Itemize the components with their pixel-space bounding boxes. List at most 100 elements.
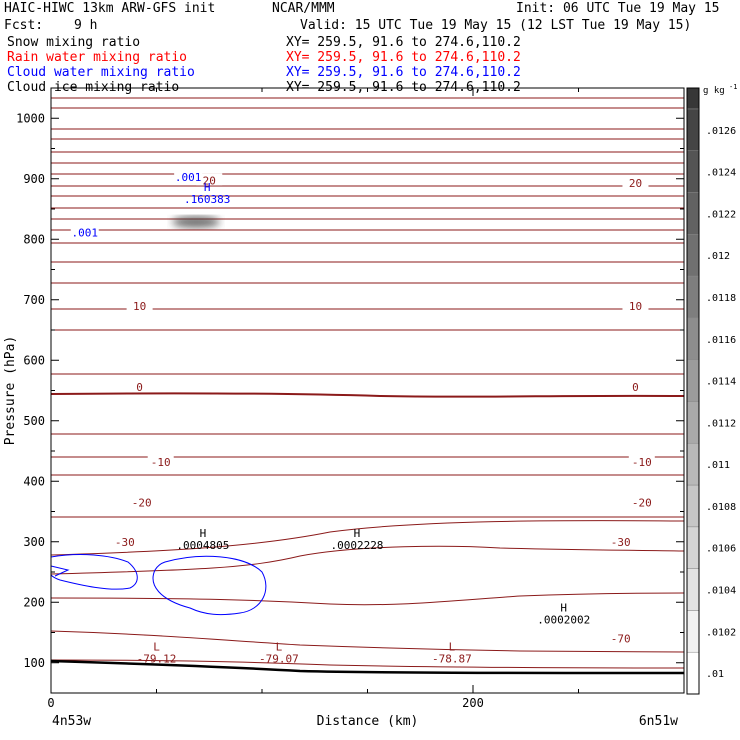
colorbar-segment [686,610,700,653]
label-bg [111,534,138,547]
plot-title: HAIC-HIWC 13km ARW-GFS init [4,1,216,16]
temperature-contour-label: -70 [611,633,631,646]
temperature-contour-label: -20 [132,496,152,509]
colorbar: .01 .0102 .0104 .0106 .0108 .011 .0112 .0114 .01… [686,83,737,695]
label-bg [607,534,634,547]
contour-line [50,545,685,575]
x-tick-label: 0 [47,696,54,710]
label-bg [128,495,155,508]
extremum-value: .0004805 [176,539,229,552]
x-endpoint-left: 4n53w [52,714,91,729]
y-tick-label: 900 [23,172,45,186]
y-tick-label: 700 [23,293,45,307]
temperature-contour-label: -10 [151,456,171,469]
extremum-marker: L [276,641,283,654]
extremum-marker: H [560,601,567,614]
colorbar-segment [686,234,700,277]
cloud-water-contour [50,554,138,590]
valid-time: Valid: 15 UTC Tue 19 May 15 (12 LST Tue … [300,18,692,33]
colorbar-segment [686,484,700,528]
temperature-contour-label: 0 [632,381,639,394]
colorbar-level-label: .0102 [706,627,736,638]
colorbar-level-label: .01 [706,669,724,680]
extremum-value: .0002228 [330,539,383,552]
temperature-contours [50,97,685,675]
colorbar-unit: g kg [703,86,725,96]
init-time: Init: 06 UTC Tue 19 May 15 [516,1,720,16]
colorbar-segment [686,275,700,319]
x-endpoint-right: 6n51w [639,714,678,729]
temperature-contour-label: 20 [629,177,642,190]
temperature-contour-label: 20 [203,175,216,188]
colorbar-segment [686,317,700,360]
label-bg [622,175,649,188]
colorbar-level-label: .0118 [706,293,736,304]
colorbar-segment [686,568,700,611]
cloud-water-contour [152,555,267,616]
field-name-snow: Snow mixing ratio [7,35,141,50]
extremum-value: .0002002 [537,613,590,626]
field-xy-cloud-ice: XY= 259.5, 91.6 to 274.6,110.2 [286,80,521,95]
temperature-contour-label: 10 [133,300,146,313]
extremum-value: -79.07 [259,653,299,666]
y-tick-label: 500 [23,414,45,428]
colorbar-level-label: .0104 [706,586,736,597]
extremum-marker: H [354,527,361,540]
temperature-contour-label: 0 [136,381,143,394]
y-tick-label: 100 [23,656,45,670]
label-bg [628,454,655,467]
field-name-cloud-water: Cloud water mixing ratio [7,65,195,80]
y-tick-label: 400 [23,474,45,488]
colorbar-level-label: .0124 [706,168,736,179]
field-xy-rain: XY= 259.5, 91.6 to 274.6,110.2 [286,50,521,65]
colorbar-segment [686,651,700,695]
extremum-marker: L [449,641,456,654]
y-tick-label: 300 [23,535,45,549]
fcst-value: 9 h [74,18,98,33]
colorbar-level-label: .0108 [706,502,736,513]
colorbar-segment [686,150,700,193]
colorbar-segment [686,359,700,402]
field-xy-snow: XY= 259.5, 91.6 to 274.6,110.2 [286,35,521,50]
y-axis-label: Pressure (hPa) [3,336,18,446]
colorbar-border [686,87,700,695]
y-tick-label: 600 [23,353,45,367]
colorbar-level-label: .0122 [706,209,736,220]
cloud-water-contours [50,554,267,616]
temperature-contour-label: -10 [632,456,652,469]
colorbar-unit-exponent: -1 [729,83,737,91]
contour-line-zero [50,392,685,398]
colorbar-level-label: .0106 [706,544,736,555]
extremum-value: -79.12 [137,653,177,666]
fcst-label: Fcst: [4,18,44,33]
y-tick-label: 800 [23,232,45,246]
label-bg [70,225,99,238]
field-name-rain: Rain water mixing ratio [7,50,188,65]
colorbar-segment [686,401,700,444]
label-bg [607,631,634,644]
contour-line [50,520,685,556]
contour-line [50,592,685,606]
snow-shade-blob [172,216,220,228]
colorbar-level-label: .0112 [706,418,736,429]
extremum-marker: H [200,527,207,540]
contour-line [50,659,685,669]
surface-line [50,659,685,675]
temperature-contour-label: -30 [611,536,631,549]
temperature-contour-label: -20 [632,496,652,509]
plot-org: NCAR/MMM [272,1,335,16]
label-bg [196,173,223,186]
temperature-contour-label: -30 [115,536,135,549]
x-tick-label: 200 [462,696,484,710]
colorbar-level-label: .0116 [706,335,736,346]
cloud-water-label: .001 [175,171,202,184]
cloud-water-label: .001 [72,227,99,240]
extremum-value: .160383 [184,193,230,206]
colorbar-segment [686,442,700,486]
colorbar-segment [686,526,700,569]
y-tick-label: 200 [23,595,45,609]
label-bg [622,379,649,392]
